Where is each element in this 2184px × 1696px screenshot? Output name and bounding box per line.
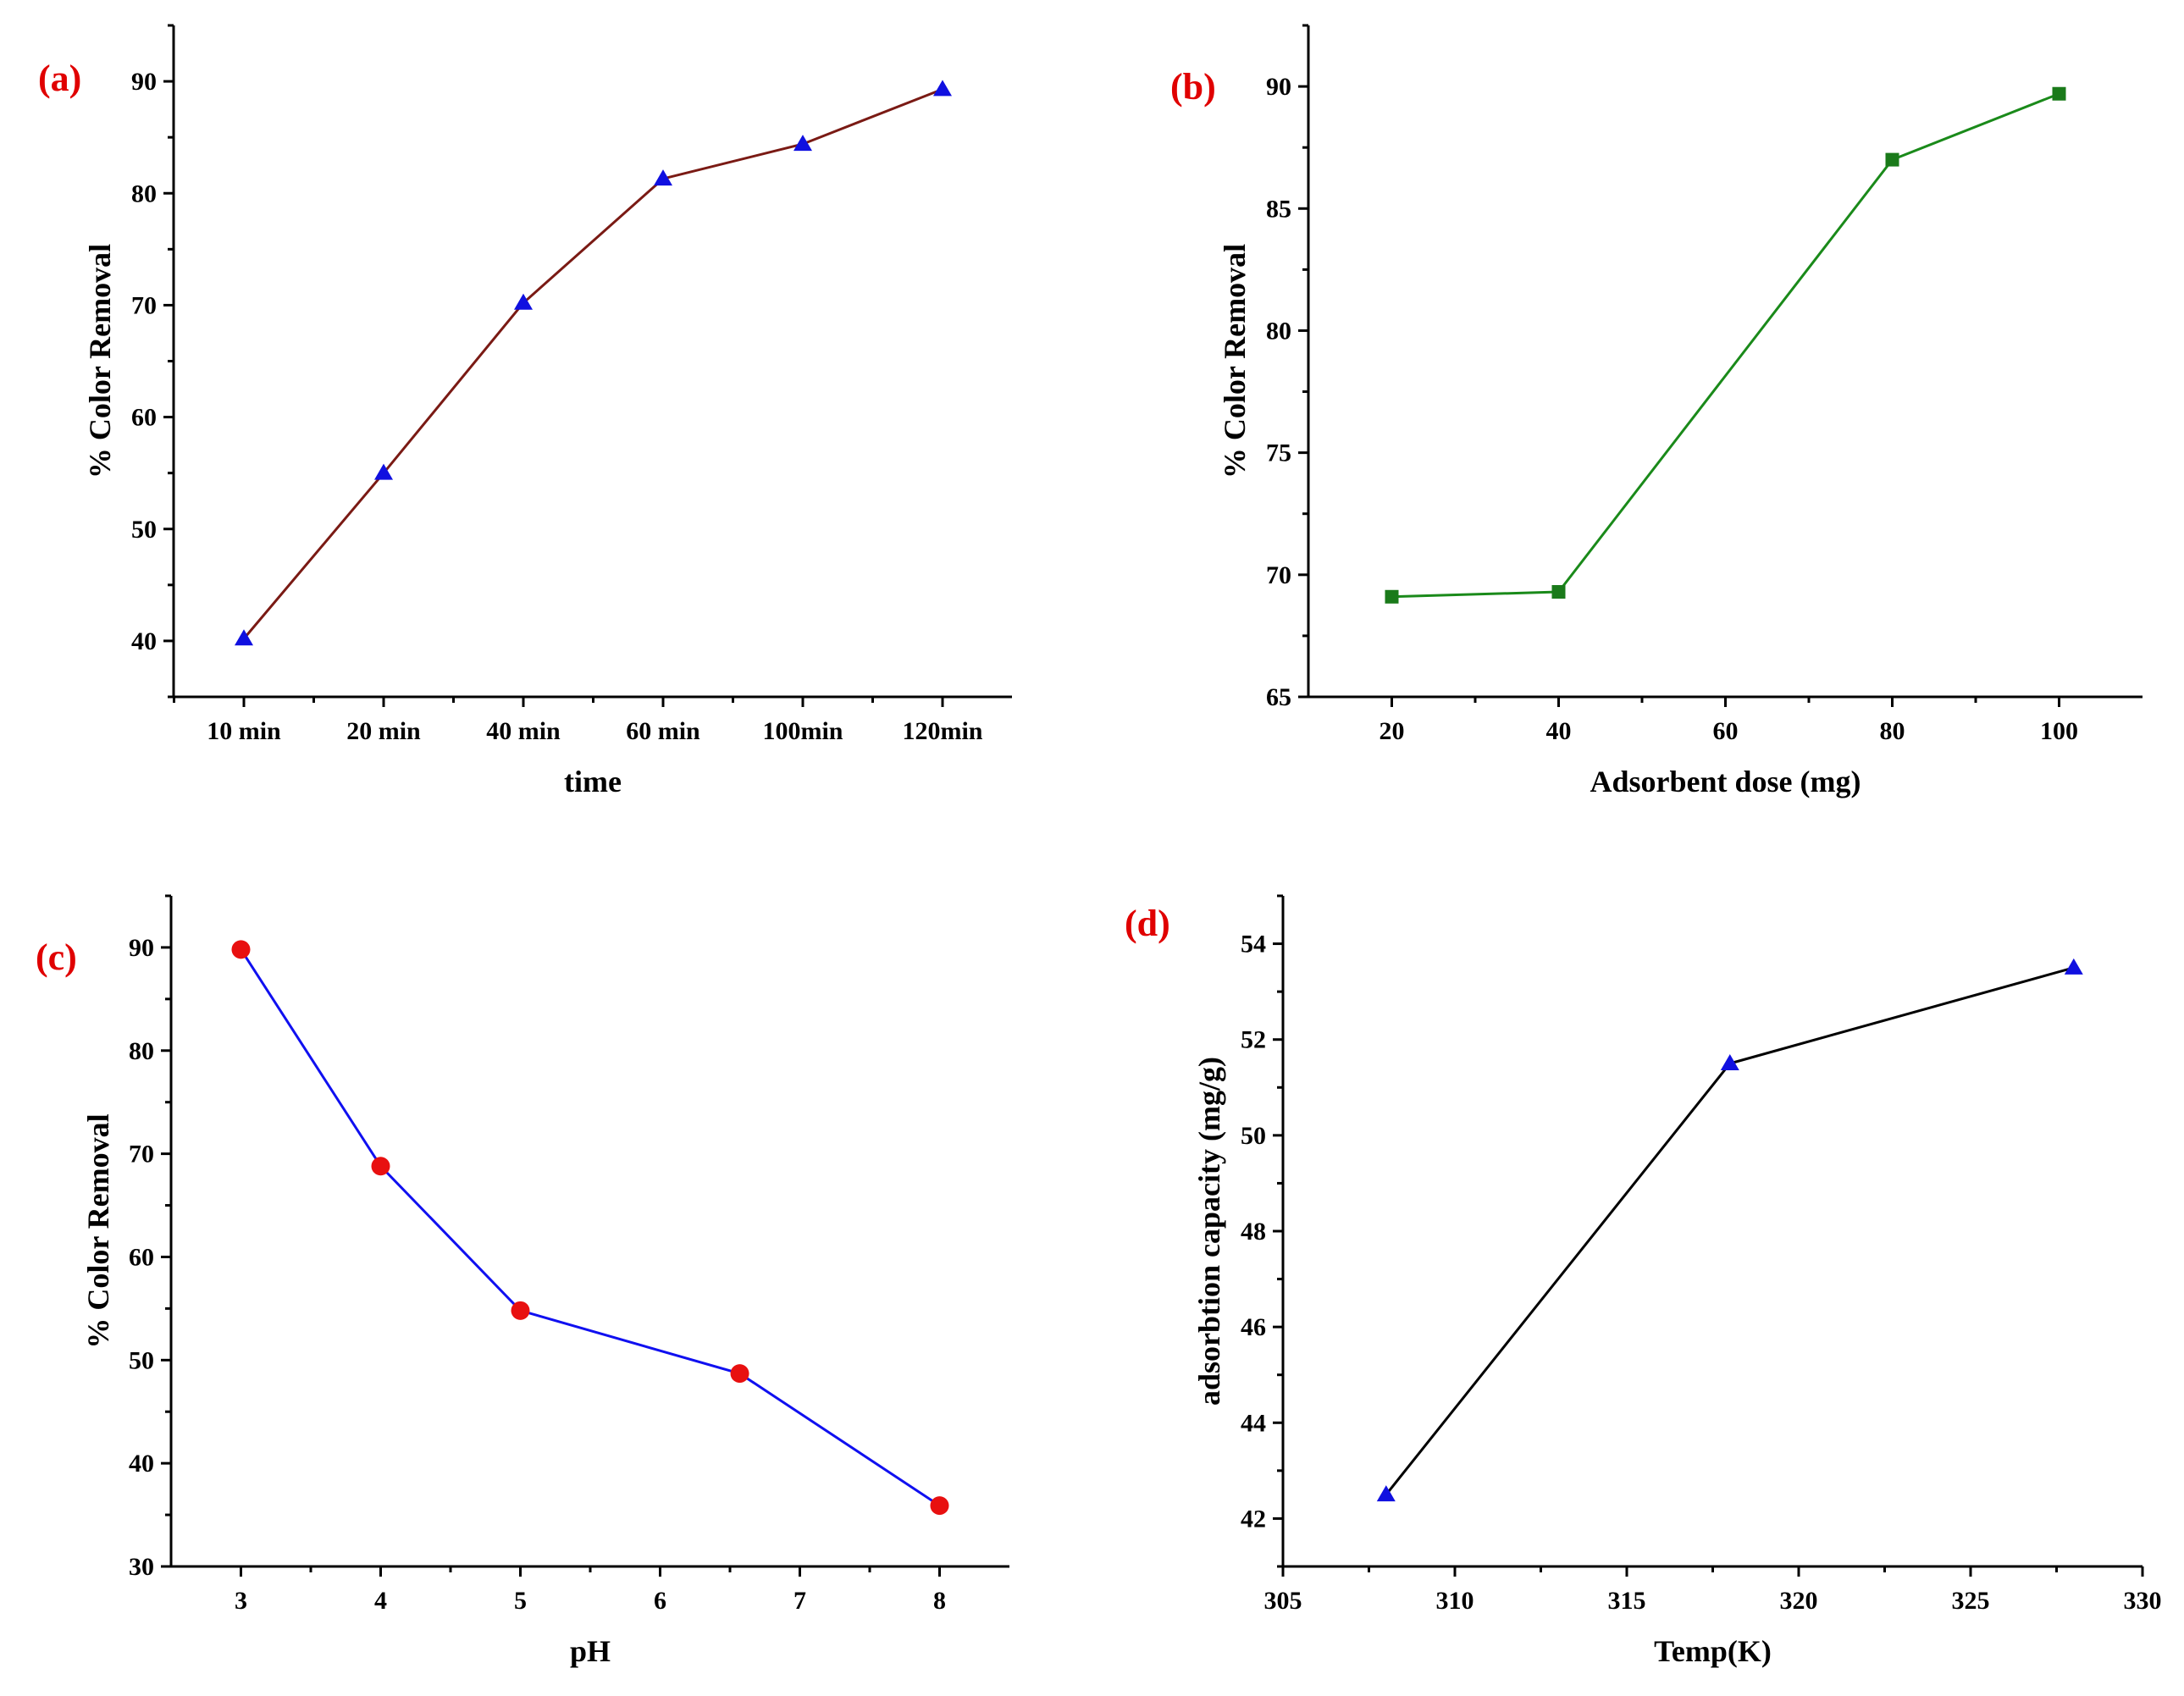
panel-label: (b) (1170, 66, 1216, 108)
data-point (371, 1157, 390, 1176)
y-tick-label: 52 (1241, 1026, 1266, 1054)
x-tick-label: 40 min (486, 717, 561, 745)
y-tick-label: 50 (131, 516, 157, 544)
x-tick-label: 80 (1880, 717, 1905, 745)
x-tick-label: 120min (902, 717, 982, 745)
x-tick-label: 60 (1713, 717, 1739, 745)
y-axis-title: % Color Removal (1218, 244, 1252, 478)
data-point (933, 80, 952, 97)
x-axis-title: Adsorbent dose (mg) (1590, 765, 1861, 798)
y-tick-label: 54 (1241, 931, 1266, 958)
y-tick-label: 40 (129, 1450, 154, 1478)
y-tick-label: 48 (1241, 1218, 1266, 1246)
x-tick-label: 310 (1436, 1587, 1474, 1615)
x-tick-label: 20 (1380, 717, 1405, 745)
data-point (654, 169, 672, 186)
data-point (514, 293, 533, 310)
y-tick-label: 75 (1266, 439, 1291, 467)
chart-panel-b: 65 70 75 80 85 90 20 40 60 80 100 Adsorbent dose (m… (1170, 24, 2143, 798)
y-tick-label: 44 (1241, 1409, 1266, 1437)
data-point (1385, 589, 1399, 604)
data-point (235, 629, 253, 646)
data-point (793, 135, 812, 152)
data-point (374, 463, 393, 480)
data-point (1551, 585, 1566, 599)
data-point (730, 1364, 749, 1384)
y-tick-label: 90 (1266, 73, 1291, 101)
x-tick-label: 330 (2124, 1587, 2162, 1615)
x-tick-label: 8 (933, 1587, 946, 1615)
chart-panel-c: 30 40 50 60 70 80 90 3 4 5 6 7 8 pH % Color Removal (c) (36, 894, 1009, 1668)
y-tick-label: 70 (1266, 561, 1291, 589)
y-tick-label: 80 (131, 180, 157, 207)
x-tick-label: 20 min (346, 717, 421, 745)
y-tick-label: 50 (129, 1346, 154, 1374)
y-tick-label: 90 (129, 934, 154, 962)
y-tick-label: 40 (131, 627, 157, 655)
y-tick-label: 90 (131, 68, 157, 96)
x-axis-title: time (564, 765, 622, 798)
data-point (2064, 958, 2083, 975)
panel-label: (a) (38, 58, 81, 99)
x-tick-label: 5 (514, 1587, 527, 1615)
y-tick-label: 60 (129, 1243, 154, 1271)
x-tick-label: 315 (1608, 1587, 1646, 1615)
y-tick-label: 70 (131, 291, 157, 319)
panel-label: (c) (36, 936, 77, 978)
x-tick-label: 60 min (626, 717, 700, 745)
y-tick-label: 60 (131, 404, 157, 432)
x-tick-label: 3 (235, 1587, 247, 1615)
chart-panel-a: 40 50 60 70 80 90 10 min 20 min 40 min 60 min 100m… (38, 24, 1012, 798)
y-tick-label: 42 (1241, 1505, 1266, 1533)
x-tick-label: 10 min (207, 717, 281, 745)
x-tick-label: 100min (762, 717, 843, 745)
x-tick-label: 6 (654, 1587, 666, 1615)
data-point (1376, 1485, 1396, 1502)
series-line (242, 87, 943, 640)
y-tick-label: 46 (1241, 1313, 1266, 1341)
x-tick-label: 40 (1546, 717, 1572, 745)
x-tick-label: 305 (1264, 1587, 1302, 1615)
data-point (231, 940, 251, 959)
data-point (1885, 152, 1899, 167)
x-axis-title: pH (570, 1634, 611, 1668)
x-tick-label: 320 (1780, 1587, 1818, 1615)
y-tick-label: 65 (1266, 683, 1291, 711)
y-tick-label: 50 (1241, 1122, 1266, 1150)
series-line (1385, 966, 2075, 1496)
y-tick-label: 30 (129, 1553, 154, 1581)
y-axis-title: % Color Removal (81, 1113, 115, 1348)
y-tick-label: 70 (129, 1141, 154, 1168)
x-axis-title: Temp(K) (1654, 1634, 1772, 1668)
series-line (1391, 92, 2060, 599)
y-axis-title: % Color Removal (83, 244, 117, 478)
data-point (2052, 86, 2066, 101)
x-tick-label: 100 (2040, 717, 2078, 745)
series-line (240, 948, 941, 1507)
data-point (511, 1301, 530, 1320)
x-tick-label: 4 (374, 1587, 387, 1615)
y-tick-label: 80 (129, 1037, 154, 1065)
data-point (1720, 1054, 1739, 1070)
y-tick-label: 85 (1266, 195, 1291, 223)
y-tick-label: 80 (1266, 317, 1291, 345)
panel-label: (d) (1125, 903, 1170, 944)
data-point (930, 1496, 949, 1516)
chart-panel-d: 42 44 46 48 50 52 54 305 310 315 320 325 330 Temp(K) a… (1125, 894, 2162, 1668)
x-tick-label: 325 (1952, 1587, 1990, 1615)
y-axis-title: adsorbtion capacity (mg/g) (1192, 1057, 1226, 1406)
x-tick-label: 7 (793, 1587, 806, 1615)
